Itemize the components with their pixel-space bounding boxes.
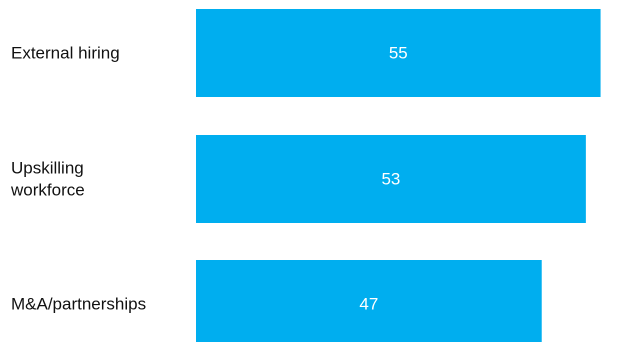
bar-2 — [196, 260, 542, 342]
bar-1 — [196, 135, 586, 223]
bars-layer — [196, 9, 601, 342]
data-label-1: 53 — [381, 170, 400, 189]
category-label-1: Upskilling workforce — [10, 159, 85, 200]
category-label-line: Upskilling — [11, 159, 84, 178]
labels-layer: 55 External hiring 53 Upskilling workforce 47… — [10, 44, 408, 314]
category-label-line: workforce — [10, 181, 85, 200]
bar-0 — [196, 9, 601, 97]
category-label-0: External hiring — [11, 44, 120, 63]
data-label-0: 55 — [389, 44, 408, 63]
category-label-2: M&A/partnerships — [11, 295, 146, 314]
category-label-line: M&A/partnerships — [11, 295, 146, 314]
category-label-line: External hiring — [11, 44, 120, 63]
data-label-2: 47 — [359, 295, 378, 314]
